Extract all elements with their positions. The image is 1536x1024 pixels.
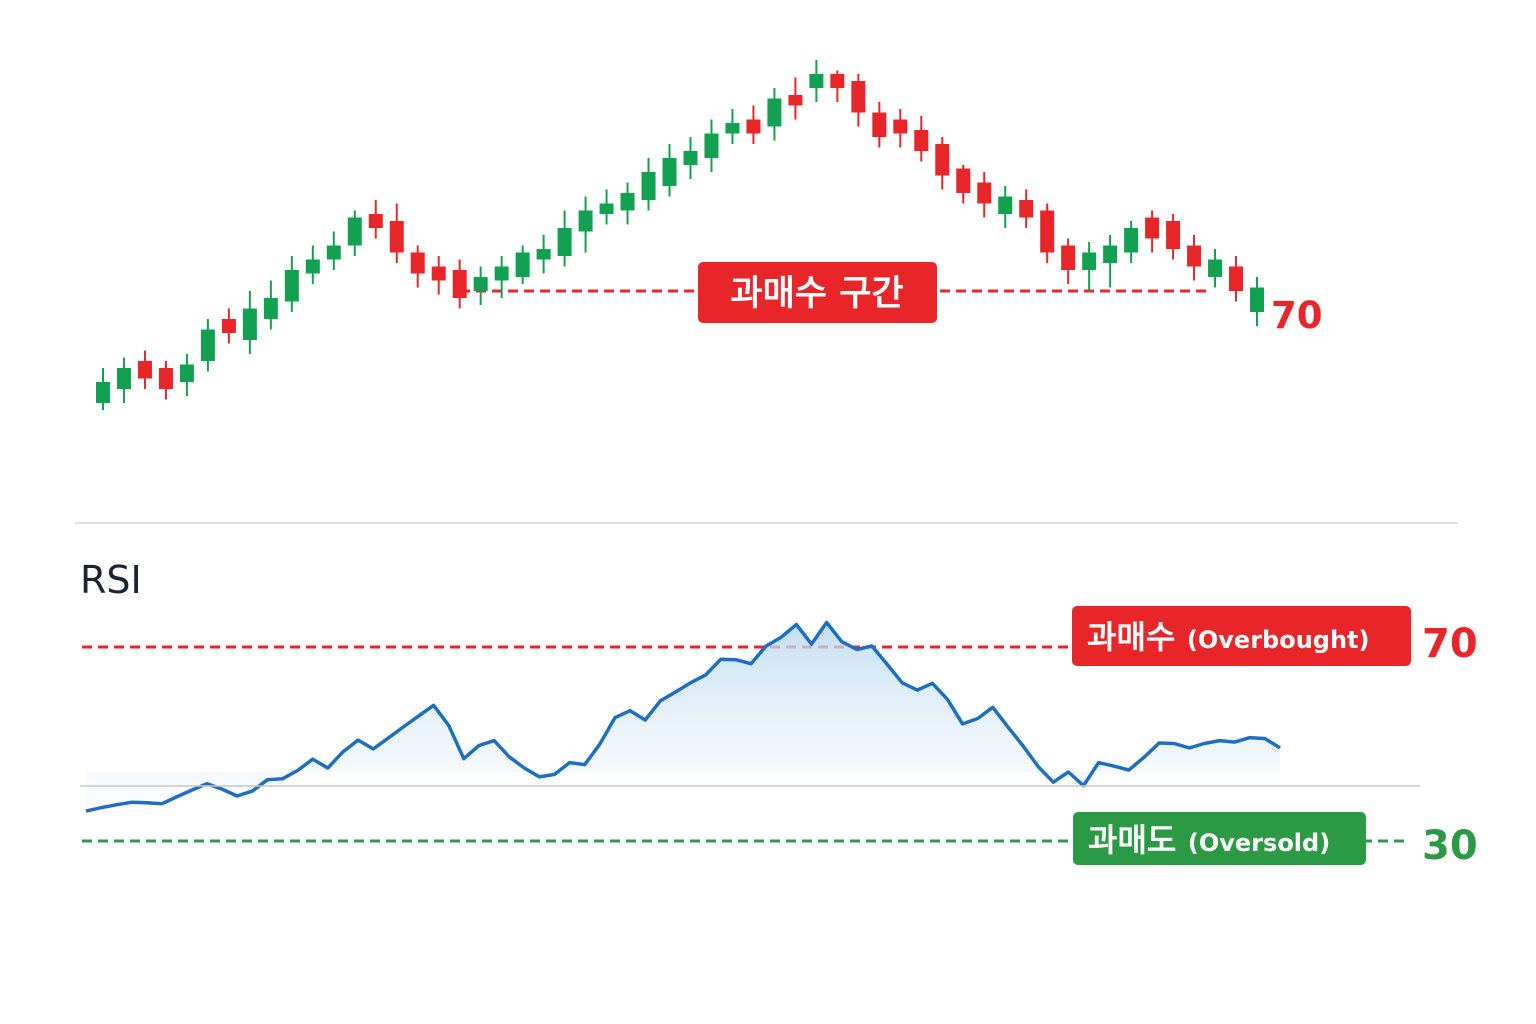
candlestick-series (96, 60, 1264, 410)
overbought-badge-bg (1072, 606, 1411, 666)
overbought-level-label: 70 (1422, 621, 1478, 667)
candle-body-up (473, 277, 488, 291)
candle-body-up (1103, 245, 1118, 263)
candle-body-up (284, 270, 299, 302)
candle-body-up (494, 266, 509, 281)
overbought-zone-badge-bg (698, 262, 937, 323)
candle-body-up (683, 151, 698, 165)
rsi-line (85, 620, 1281, 813)
overbought-label: 과매수 (1087, 618, 1175, 656)
candle-body-up (1250, 287, 1264, 312)
candle-body-up (242, 308, 257, 340)
candle-body-up (578, 210, 593, 232)
price-level-label: 70 (1271, 294, 1323, 337)
candle-body-down (389, 221, 404, 253)
candle-body-up (704, 133, 719, 158)
candle-body-up (536, 249, 551, 260)
candle-body-up (767, 98, 782, 127)
rsi-panel: RSI 과매수 (Overbought) 70 과매도 (Oversold) 3… (80, 558, 1478, 869)
candle-body-up (557, 228, 572, 256)
candle-body-up (641, 172, 656, 200)
candle-body-down (851, 81, 866, 113)
candle-body-up (809, 74, 824, 88)
candle-body-up (326, 245, 341, 260)
candle-body-up (200, 329, 215, 361)
candle-body-up (96, 382, 110, 403)
candle-body-down (872, 112, 887, 137)
candle-body-down (914, 130, 929, 151)
candle-body-down (788, 95, 803, 106)
candle-body-down (1061, 245, 1076, 270)
candle-body-down (158, 368, 173, 389)
candle-body-down (221, 319, 236, 333)
candle-body-down (137, 361, 152, 379)
candle-body-down (1145, 217, 1160, 239)
candle-body-down (1229, 266, 1244, 291)
oversold-level-label: 30 (1422, 823, 1478, 869)
svg-text:과매수 (Overbought): 과매수 (Overbought) (1087, 618, 1370, 656)
candle-body-up (662, 158, 677, 186)
candle-body-down (1040, 210, 1055, 253)
candle-body-up (263, 298, 278, 319)
oversold-label-en: (Oversold) (1188, 829, 1330, 857)
oversold-badge: 과매도 (Oversold) (1073, 812, 1366, 865)
rsi-area-fill (86, 622, 1280, 812)
candle-body-up (305, 259, 320, 274)
candle-body-down (368, 214, 383, 228)
candle-body-up (347, 217, 362, 246)
candle-body-up (620, 193, 635, 211)
price-panel: 과매수 구간 70 (96, 60, 1323, 410)
oversold-badge-bg (1073, 812, 1366, 865)
candle-body-up (179, 364, 194, 382)
svg-text:과매도 (Oversold): 과매도 (Oversold) (1088, 821, 1330, 859)
candle-body-down (893, 119, 908, 134)
candle-body-down (956, 168, 971, 193)
candle-body-down (830, 74, 845, 88)
candle-body-up (725, 123, 740, 134)
rsi-title: RSI (80, 558, 142, 602)
candle-body-up (515, 252, 530, 277)
overbought-badge: 과매수 (Overbought) (1072, 606, 1411, 666)
candle-body-down (410, 252, 425, 274)
overbought-zone-label: 과매수 구간 (730, 274, 903, 314)
candle-body-down (1166, 221, 1181, 249)
candle-body-up (599, 203, 614, 214)
candle-body-down (1019, 200, 1034, 218)
candle-body-down (431, 266, 446, 281)
candle-body-up (116, 368, 131, 389)
candle-body-down (935, 144, 950, 176)
oversold-label: 과매도 (1088, 821, 1176, 859)
candle-body-down (1187, 245, 1202, 267)
candle-body-down (452, 270, 467, 298)
overbought-zone-badge: 과매수 구간 (698, 262, 937, 323)
candle-body-down (746, 119, 761, 134)
overbought-label-en: (Overbought) (1187, 626, 1370, 654)
candle-body-up (1208, 259, 1223, 277)
candle-body-up (1082, 252, 1097, 270)
candle-body-down (977, 182, 992, 204)
candle-body-up (998, 196, 1013, 214)
candle-body-up (1124, 228, 1139, 253)
